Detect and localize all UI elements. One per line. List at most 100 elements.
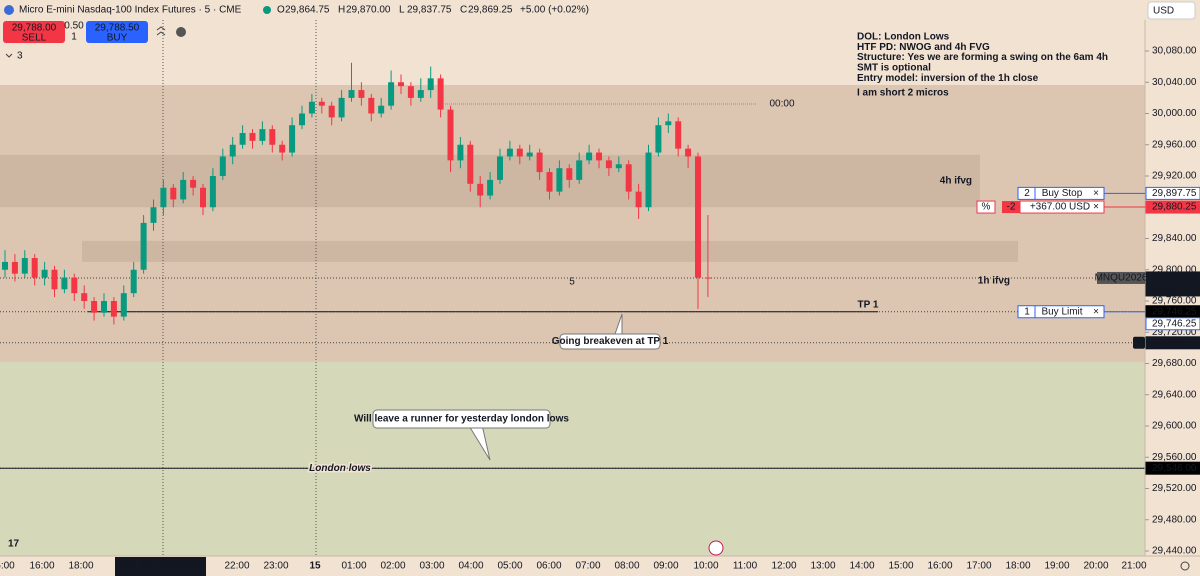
price-tag [1145,336,1200,350]
candle-body [457,144,464,161]
note: HTF PD: NWOG and 4h FVG [857,42,990,53]
candle-body [368,97,375,114]
candle-body [299,113,305,126]
ohlc-key: C [460,5,467,16]
candle-body [41,269,48,278]
y-tick-label: 29,920.00 [1152,171,1197,182]
order-box[interactable] [1017,186,1105,200]
tv-logo: 17 [8,539,20,550]
candle-body [467,144,474,184]
x-tick-label: 05:00 [497,561,522,572]
collapse-icon[interactable] [156,26,166,36]
candle-body [546,172,553,192]
candle-body [596,152,602,161]
callout-text: Going breakeven at TP 1 [552,336,669,347]
x-tick-label: 01:00 [341,561,366,572]
x-tick-label: 10:00 [693,561,718,572]
symbol-tag [1097,271,1145,284]
price-tag [1145,186,1200,200]
price-tag-label: 29,897.75 [1152,188,1197,199]
y-tick-label: 29,720.00 [1152,327,1197,338]
settings-icon[interactable] [1180,561,1190,571]
candle-body [506,148,513,157]
order-pnl[interactable] [1019,200,1105,214]
watermark: 5 [569,277,575,288]
candle-body [665,121,672,126]
x-tick-label: 16:00 [29,561,54,572]
symbol-tag-text: MNQU2026 [1095,273,1148,284]
order-pct[interactable] [976,200,996,214]
candle-body [150,207,157,223]
level-label: TP 1 [858,299,879,310]
market-status [263,6,271,14]
sell-button[interactable] [3,21,65,43]
candle-body [675,121,682,149]
candle-body [427,78,434,91]
y-tick-label: 29,840.00 [1152,233,1197,244]
x-tick-label: 18:00 [68,561,93,572]
candle-body [269,129,276,145]
x-tick-label: 14:00 [849,561,874,572]
ohlc-value: 29,870.00 [346,5,391,16]
candle-body [358,90,365,98]
zone [82,240,1018,262]
indicator-chevron[interactable] [5,53,13,58]
candle-body [447,109,454,161]
event-icon[interactable] [708,540,724,556]
callout-tail [469,427,491,461]
candle-body [695,156,701,278]
x-tick-label: 06:00 [536,561,561,572]
x-tick-label: 15:00 [888,561,913,572]
currency-select[interactable] [1147,1,1196,20]
buy-price: 29,788.50 [95,23,140,34]
candle-body [338,97,345,118]
level-label: London lows [309,463,371,474]
candle-body [21,258,28,274]
callout-box [559,333,661,350]
order-qty[interactable] [1002,201,1020,214]
candle-body [229,144,236,157]
x-tick-label: 09:00 [653,561,678,572]
candle-body [190,179,197,188]
candle-body [209,176,216,208]
ohlc-value: 29,837.75 [407,5,452,16]
candle-body [200,187,206,208]
note: Structure: Yes we are forming a swing on… [857,52,1108,63]
candle-body [219,156,226,176]
candle-body [279,144,286,153]
candle-body [51,269,58,290]
order-box[interactable] [1017,305,1105,319]
price-tag [1145,200,1200,214]
x-tick-label: 07:00 [575,561,600,572]
price-tag-label: 29,706.50 [1152,337,1197,348]
ohlc-value: 29,869.25 [468,5,513,16]
candle-body [407,86,414,98]
note: DOL: London Lows [857,32,950,43]
candle-body [487,179,494,196]
candle-body [318,101,325,106]
candle-body [536,152,543,173]
x-tick-label: 08:00 [614,561,639,572]
candle-body [655,125,662,153]
y-tick-label: 29,760.00 [1152,296,1197,307]
order-pct-text: % [982,202,991,213]
info-icon[interactable] [176,27,186,37]
buy-button[interactable] [86,21,148,43]
order-close[interactable]: × [1093,202,1099,213]
order-close[interactable]: × [1093,188,1099,199]
price-tag-label: 29,546.00 [1152,463,1197,474]
zone-label: 1h ifvg [978,276,1010,287]
candle-body [71,277,78,294]
candle-body [249,133,256,141]
candle-body [308,101,315,114]
candle-body [645,152,652,208]
y-tick-label: 30,000.00 [1152,108,1197,119]
x-tick-label: 22:00 [224,561,249,572]
quantity: 1 [71,32,77,43]
candle-body [556,168,563,192]
x-tick-label: 04:00 [458,561,483,572]
order-close[interactable]: × [1093,306,1099,317]
add-button[interactable] [1133,336,1145,349]
x-tick-label: 12:00 [771,561,796,572]
note: SMT is optional [857,63,931,74]
